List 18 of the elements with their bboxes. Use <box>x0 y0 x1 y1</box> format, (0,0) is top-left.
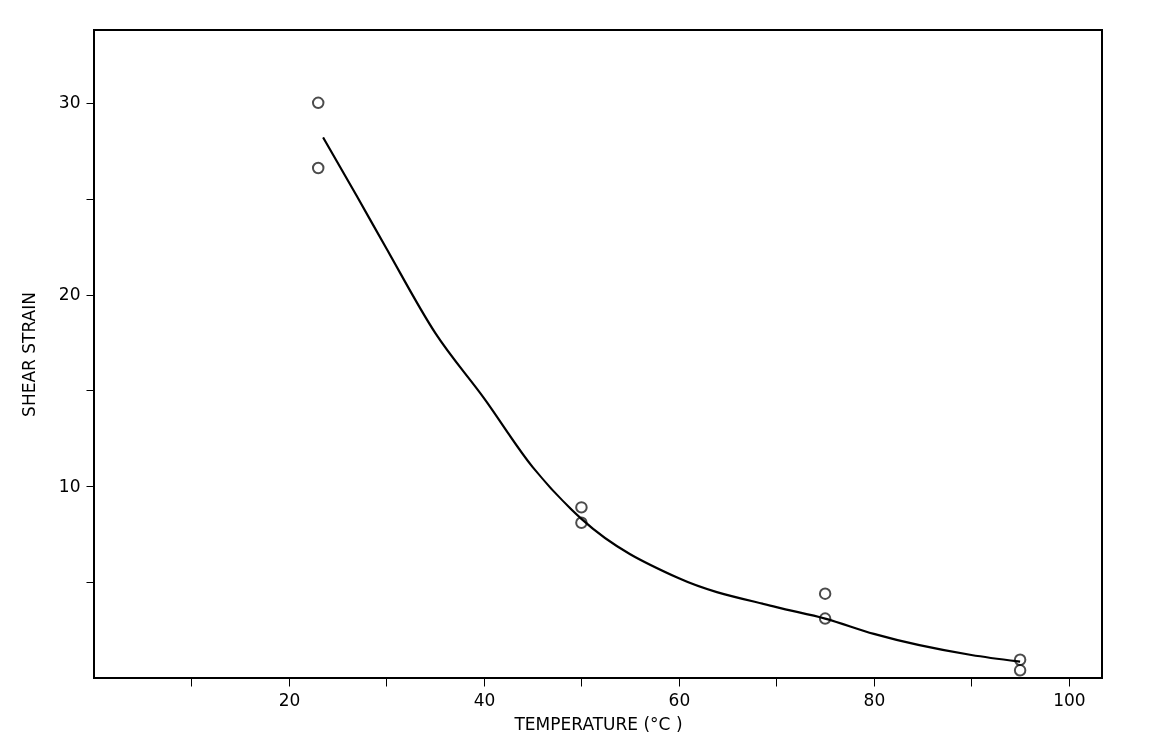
x-tick-label: 80 <box>863 689 886 710</box>
point <box>1013 653 1027 667</box>
point <box>818 612 832 625</box>
y-tick-label: 20 <box>58 284 81 305</box>
point <box>575 501 588 514</box>
y-axis-title: SHEAR STRAIN <box>18 292 39 417</box>
y-tick-label: 10 <box>58 475 81 496</box>
point <box>311 161 325 175</box>
x-tick-label: 60 <box>668 689 691 710</box>
y-tick-label: 30 <box>58 92 81 113</box>
point <box>575 516 588 529</box>
point <box>1013 664 1027 677</box>
x-tick-label: 20 <box>278 689 301 710</box>
x-axis-title: TEMPERATURE (°C ) <box>513 713 683 734</box>
point <box>818 587 832 600</box>
point <box>311 96 325 110</box>
x-tick-label: 100 <box>1053 689 1086 710</box>
x-tick-label: 40 <box>473 689 496 710</box>
